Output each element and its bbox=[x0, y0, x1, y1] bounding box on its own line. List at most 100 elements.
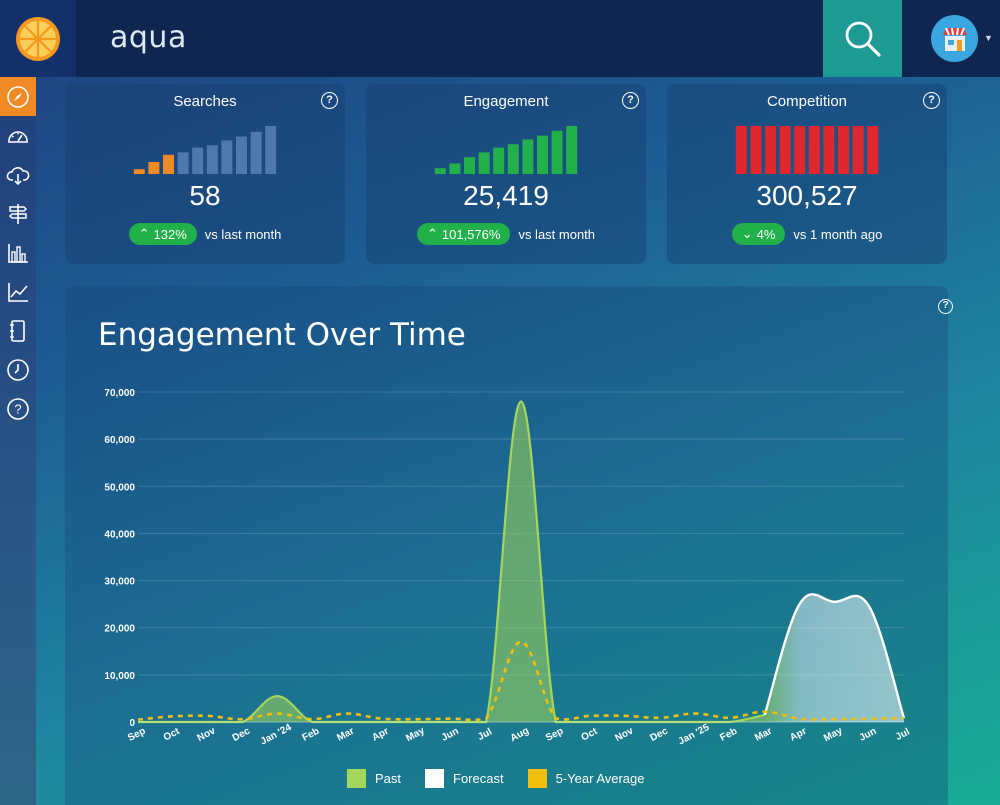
spark-bar bbox=[464, 157, 475, 174]
delta-label: vs last month bbox=[204, 226, 282, 242]
spark-bar bbox=[566, 126, 578, 174]
engagement-chart: 0 10,000 20,000 30,000 40,000 50,000 60,000 70,… bbox=[104, 388, 912, 748]
spark-bar bbox=[478, 152, 490, 174]
x-tick-label: Feb bbox=[300, 726, 321, 744]
spark-bar bbox=[493, 147, 505, 174]
x-tick-label: Jun bbox=[440, 726, 461, 744]
spark-bar bbox=[779, 126, 791, 174]
chart-title: Engagement Over Time bbox=[98, 317, 466, 353]
metric-value: 25,419 bbox=[463, 180, 549, 211]
sidebar-item-bar-charts[interactable] bbox=[0, 233, 36, 272]
y-tick-label: 50,000 bbox=[104, 482, 135, 493]
help-icon[interactable]: ? bbox=[923, 92, 940, 109]
legend-item-5-year-average[interactable]: 5-Year Average bbox=[527, 769, 645, 788]
y-tick-label: 40,000 bbox=[104, 529, 135, 540]
speedometer-icon bbox=[8, 130, 28, 143]
series-past-area bbox=[138, 401, 765, 722]
avatar[interactable] bbox=[931, 15, 978, 62]
sidebar-item-explore[interactable] bbox=[0, 77, 36, 116]
sidebar-item-history[interactable] bbox=[0, 350, 36, 389]
x-tick-label: Nov bbox=[196, 725, 218, 744]
sidebar-item-dashboard[interactable] bbox=[0, 116, 36, 155]
competition-card: Competition ? 300,527 ⌄ 4% vs 1 month ag… bbox=[667, 84, 947, 264]
spark-bar bbox=[794, 126, 806, 174]
y-tick-label: 30,000 bbox=[104, 577, 135, 588]
orange-slice-icon bbox=[16, 16, 60, 61]
search-input[interactable]: aqua bbox=[110, 20, 187, 55]
help-icon[interactable]: ? bbox=[622, 92, 639, 109]
chart-legend: Past Forecast 5-Year Average bbox=[347, 769, 645, 788]
sidebar-item-help[interactable]: ? bbox=[0, 389, 36, 428]
legend-swatch bbox=[527, 769, 547, 788]
spark-bar bbox=[250, 131, 262, 174]
spark-bar bbox=[133, 169, 145, 174]
chevron-down-icon[interactable]: ▼ bbox=[984, 33, 993, 43]
shop-icon bbox=[942, 27, 967, 51]
spark-bar bbox=[507, 144, 519, 174]
x-tick-label: Aug bbox=[509, 725, 531, 744]
clock-icon bbox=[7, 358, 29, 381]
sidebar-item-trends[interactable] bbox=[0, 155, 36, 194]
spark-bar bbox=[735, 126, 747, 174]
help-icon: ? bbox=[7, 397, 29, 420]
search-icon bbox=[845, 21, 881, 57]
card-title: Engagement bbox=[463, 93, 549, 110]
help-icon[interactable]: ? bbox=[321, 92, 338, 109]
compass-icon bbox=[7, 85, 29, 108]
series-forecast-area bbox=[764, 594, 904, 722]
delta-badge: ⌃ 101,576% bbox=[416, 223, 511, 245]
spark-bar bbox=[823, 126, 835, 174]
sidebar-item-line-charts[interactable] bbox=[0, 272, 36, 311]
searches-card: Searches ? 58 ⌃ 132% vs last month bbox=[65, 84, 345, 264]
spark-bar bbox=[808, 126, 820, 174]
spark-bar bbox=[265, 126, 277, 174]
spark-bar bbox=[750, 126, 762, 174]
arrow-down-icon: ⌄ bbox=[741, 226, 753, 241]
spark-bar bbox=[163, 154, 174, 174]
engagement-sparkline bbox=[434, 126, 578, 174]
cloud-download-icon bbox=[6, 166, 30, 185]
delta-value: 132% bbox=[153, 226, 187, 242]
legend-label: Forecast bbox=[453, 771, 504, 786]
x-tick-label: Jul bbox=[894, 726, 912, 743]
arrow-up-icon: ⌃ bbox=[426, 226, 438, 241]
delta-badge: ⌄ 4% bbox=[731, 223, 786, 245]
x-tick-label: Dec bbox=[231, 725, 253, 744]
card-title: Competition bbox=[766, 93, 848, 110]
y-tick-label: 70,000 bbox=[104, 388, 135, 399]
sidebar-item-directions[interactable] bbox=[0, 194, 36, 233]
y-tick-label: 60,000 bbox=[104, 435, 135, 446]
sidebar: ? bbox=[0, 77, 36, 805]
spark-bar bbox=[838, 126, 849, 174]
x-tick-label: Jan '25 bbox=[677, 722, 712, 748]
delta-value: 4% bbox=[756, 226, 776, 242]
legend-item-past[interactable]: Past bbox=[347, 769, 401, 788]
series-past-line bbox=[138, 400, 765, 724]
delta-label: vs 1 month ago bbox=[793, 226, 883, 242]
spark-bar bbox=[852, 126, 864, 174]
y-tick-label: 10,000 bbox=[104, 671, 135, 682]
x-tick-label: Nov bbox=[613, 725, 635, 744]
spark-bar bbox=[551, 130, 563, 174]
x-tick-label: Oct bbox=[580, 726, 600, 744]
card-title: Searches bbox=[173, 93, 237, 110]
legend-label: Past bbox=[375, 771, 402, 786]
arrow-up-icon: ⌃ bbox=[138, 226, 150, 241]
spark-bar bbox=[192, 147, 204, 174]
x-tick-label: Mar bbox=[753, 726, 774, 744]
search-button[interactable] bbox=[823, 0, 902, 77]
x-tick-label: Dec bbox=[648, 725, 670, 744]
x-tick-label: Jun bbox=[858, 726, 879, 744]
x-tick-label: Oct bbox=[162, 726, 182, 744]
top-bar: aqua ▼ bbox=[0, 0, 1000, 77]
x-tick-label: Jan '24 bbox=[259, 722, 294, 748]
legend-swatch bbox=[347, 769, 366, 788]
legend-item-forecast[interactable]: Forecast bbox=[425, 769, 504, 788]
metric-value: 300,527 bbox=[756, 180, 858, 211]
sidebar-item-notes[interactable] bbox=[0, 311, 36, 350]
searches-sparkline bbox=[133, 126, 277, 174]
logo[interactable] bbox=[0, 0, 76, 77]
delta-badge: ⌃ 132% bbox=[128, 223, 197, 245]
y-tick-label: 20,000 bbox=[104, 624, 135, 635]
help-icon[interactable]: ? bbox=[938, 299, 953, 314]
